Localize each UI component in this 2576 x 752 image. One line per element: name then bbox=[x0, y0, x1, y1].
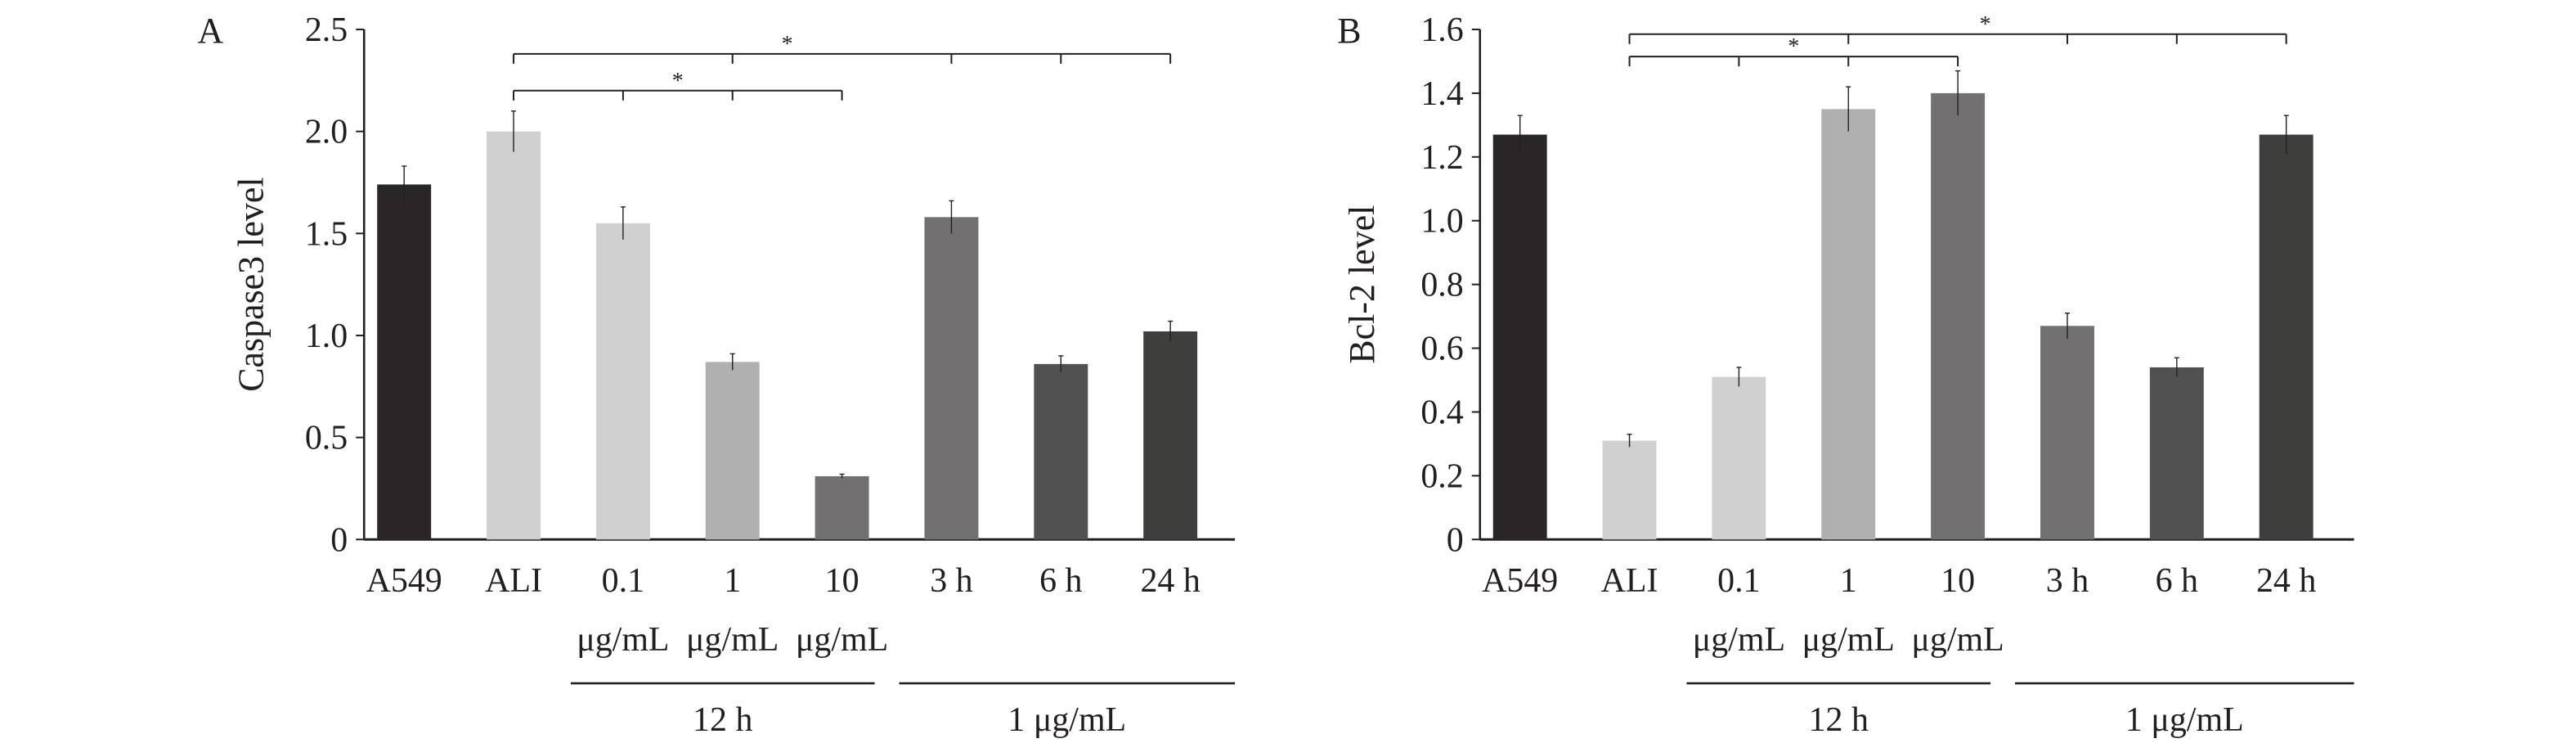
bar-1 bbox=[1821, 109, 1876, 540]
significance-star: * bbox=[782, 31, 793, 56]
x-tick-label: 24 h bbox=[2256, 562, 2316, 600]
y-tick-label: 2.0 bbox=[305, 114, 348, 151]
x-tick-sublabel: μg/mL bbox=[577, 621, 669, 659]
significance-star: * bbox=[1980, 11, 1991, 37]
y-tick-label: 0.6 bbox=[1420, 331, 1463, 368]
bar-6h bbox=[2149, 367, 2204, 540]
x-tick-label: ALI bbox=[485, 562, 542, 600]
x-tick-label: 24 h bbox=[1140, 562, 1200, 600]
bar-6h bbox=[1034, 363, 1088, 540]
y-tick-label: 0 bbox=[330, 521, 348, 559]
y-tick-label: 1.0 bbox=[1420, 203, 1463, 241]
y-tick-label: 0.4 bbox=[1420, 394, 1463, 431]
bar-ALI bbox=[1602, 440, 1657, 540]
x-tick-label: 6 h bbox=[2156, 562, 2198, 600]
x-tick-label: 3 h bbox=[930, 562, 972, 600]
y-tick-label: 0.2 bbox=[1420, 457, 1463, 495]
x-tick-label: 1 bbox=[724, 562, 741, 600]
y-tick-label: 0.5 bbox=[305, 420, 348, 457]
x-tick-label: 0.1 bbox=[602, 562, 644, 600]
bar-24h bbox=[2259, 134, 2313, 540]
x-tick-label: 6 h bbox=[1039, 562, 1082, 600]
y-tick-label: 1.6 bbox=[1420, 11, 1463, 49]
bar-1 bbox=[705, 362, 760, 540]
x-tick-sublabel: μg/mL bbox=[1911, 621, 2004, 659]
x-tick-label: A549 bbox=[1482, 562, 1558, 600]
y-axis-label: Bcl-2 level bbox=[1342, 205, 1382, 364]
group-label: 12 h bbox=[1809, 701, 1869, 739]
bar-A549 bbox=[377, 184, 432, 540]
significance-star: * bbox=[1788, 34, 1799, 59]
x-tick-label: 3 h bbox=[2046, 562, 2089, 600]
y-tick-label: 2.5 bbox=[305, 11, 348, 49]
x-tick-sublabel: μg/mL bbox=[796, 621, 888, 659]
bar-10 bbox=[1931, 92, 1986, 540]
bar-10 bbox=[815, 475, 869, 540]
x-tick-sublabel: μg/mL bbox=[686, 621, 779, 659]
y-tick-label: 1.0 bbox=[305, 317, 348, 355]
x-tick-label: 1 bbox=[1840, 562, 1857, 600]
x-tick-sublabel: μg/mL bbox=[1802, 621, 1895, 659]
panel-label: B bbox=[1337, 11, 1361, 51]
x-tick-label: 10 bbox=[825, 562, 859, 600]
y-tick-label: 0 bbox=[1447, 521, 1464, 559]
group-label: 1 μg/mL bbox=[1008, 701, 1126, 739]
x-tick-label: A549 bbox=[366, 562, 442, 600]
y-axis-label: Caspase3 level bbox=[231, 177, 271, 391]
y-tick-label: 0.8 bbox=[1420, 267, 1463, 304]
chart-panel-b: B Bcl-2 level 0 0.2 0.4 0.6 0.8 1.0 1.2 1.4 1.6 A54… bbox=[1337, 11, 2354, 739]
x-tick-label: ALI bbox=[1601, 562, 1658, 600]
bar-01 bbox=[1712, 376, 1766, 540]
significance-star: * bbox=[672, 68, 684, 93]
bar-ALI bbox=[487, 131, 541, 540]
bar-24h bbox=[1143, 331, 1198, 540]
y-tick-label: 1.4 bbox=[1420, 75, 1463, 113]
group-label: 1 μg/mL bbox=[2125, 701, 2244, 739]
panel-label: A bbox=[198, 11, 224, 51]
y-tick-label: 1.5 bbox=[305, 215, 348, 253]
x-tick-sublabel: μg/mL bbox=[1693, 621, 1785, 659]
x-tick-label: 10 bbox=[1941, 562, 1975, 600]
x-tick-label: 0.1 bbox=[1717, 562, 1760, 600]
bar-3h bbox=[924, 217, 979, 540]
bar-3h bbox=[2040, 326, 2094, 540]
y-tick-label: 1.2 bbox=[1420, 139, 1463, 177]
group-label: 12 h bbox=[693, 701, 752, 739]
bar-01 bbox=[595, 223, 650, 540]
bar-A549 bbox=[1492, 134, 1547, 540]
chart-panel-a: A Caspase3 level 0 0.5 1.0 1.5 2.0 2.5 A549 ALI 0.… bbox=[198, 11, 1236, 739]
